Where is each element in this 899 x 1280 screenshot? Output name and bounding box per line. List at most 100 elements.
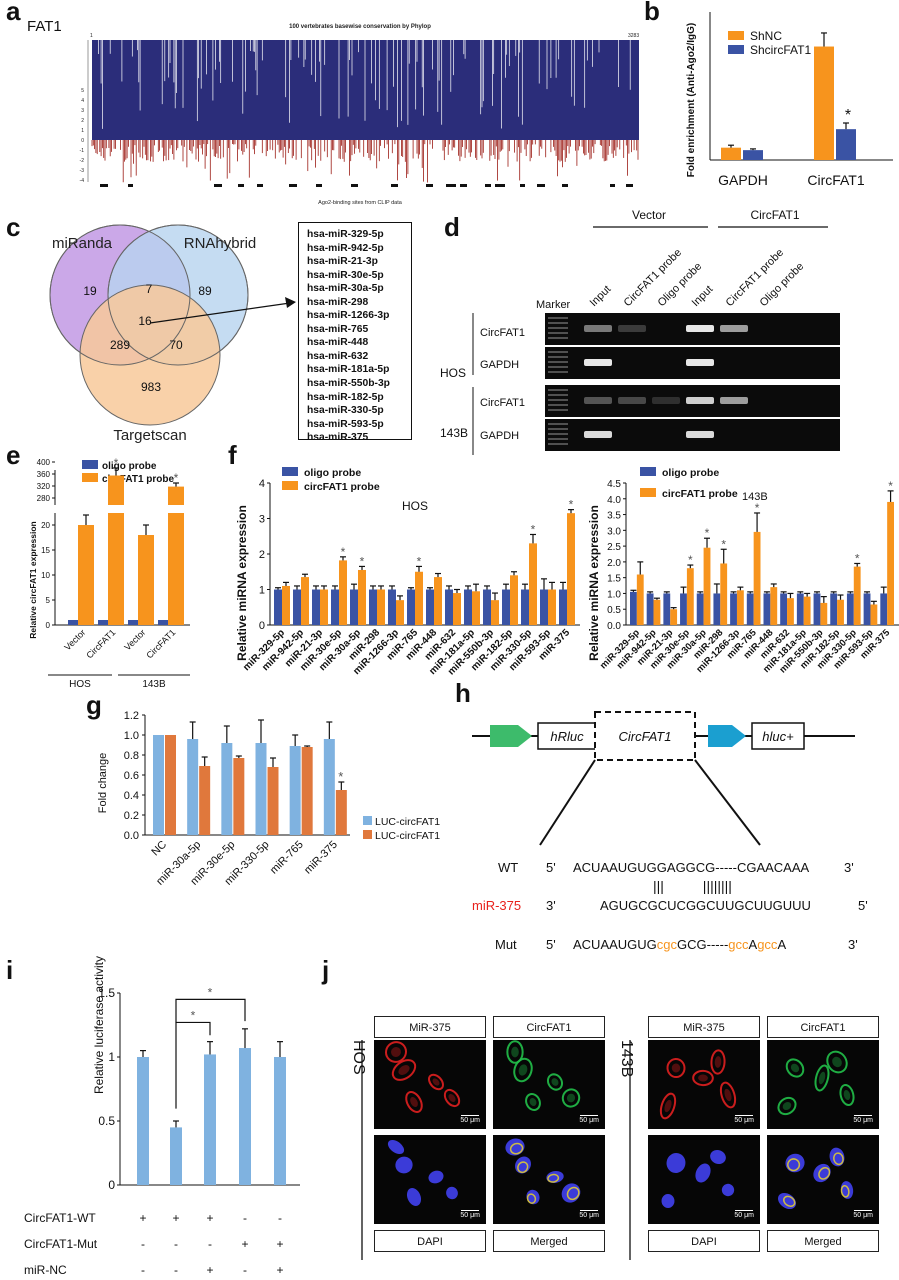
significance-star: * xyxy=(755,501,760,515)
j-label-hos: HOS xyxy=(350,1040,367,1075)
image-hos-merged: 50 μm xyxy=(493,1135,605,1224)
merged xyxy=(829,1147,845,1167)
chart-i: Relative luciferase activity 00.511.5** … xyxy=(24,956,300,1277)
gel-band xyxy=(584,325,612,332)
cell-red xyxy=(443,1088,461,1108)
marker-band xyxy=(548,317,568,319)
ytick-label: 1 xyxy=(259,585,265,597)
cell-green-fill xyxy=(782,1101,792,1111)
wt-sequence: ACUAAUGUGGAGGCG-----CGAACAAA xyxy=(573,860,810,875)
bar-wt xyxy=(233,758,245,835)
chart-b: Fold enrichment (Anti-Ago2/IgG) GAPDH Cir… xyxy=(686,12,893,188)
ytick-label: 1.0 xyxy=(124,730,139,742)
ytick-label: 0.5 xyxy=(607,605,621,616)
mut-seg: A xyxy=(777,937,786,952)
mirna-list-item: hsa-miR-765 xyxy=(307,323,369,335)
bar-wt xyxy=(199,766,211,835)
mut-3prime: 3' xyxy=(848,937,858,952)
significance-star: * xyxy=(208,985,213,999)
marker-band xyxy=(548,337,568,339)
bar-circprobe xyxy=(567,513,575,625)
bar-circprobe xyxy=(548,589,556,625)
legend-swatch-mut xyxy=(363,816,372,825)
count-rnahybrid-only: 89 xyxy=(198,284,212,298)
mirna-list-item: hsa-miR-1266-3p xyxy=(307,310,390,322)
marker-band xyxy=(548,438,568,440)
chart-b-ylabel: Fold enrichment (Anti-Ago2/IgG) xyxy=(686,23,697,177)
legend-circ-hos: circFAT1 probe xyxy=(304,481,380,493)
significance-star: * xyxy=(705,526,710,540)
bar-oligo xyxy=(350,589,358,625)
image-143b-circfat1: 50 μm xyxy=(767,1040,879,1129)
low-conservation-gaps xyxy=(98,40,631,129)
bar-oligo xyxy=(680,593,687,625)
track-title: 100 vertebrates basewise conservation by… xyxy=(289,24,431,30)
binding-site xyxy=(128,184,133,187)
mirna-list-item: hsa-miR-448 xyxy=(307,337,369,349)
merged xyxy=(505,1138,525,1156)
ytick-label: 320 xyxy=(37,482,51,491)
ytick-label: 0.5 xyxy=(98,1114,115,1128)
nucleus xyxy=(446,1186,458,1200)
sign: - xyxy=(278,1211,282,1225)
mirna-list-item: hsa-miR-593-5p xyxy=(307,418,384,430)
ytick-label: 4 xyxy=(81,98,84,104)
ytick-label: 0.8 xyxy=(124,750,139,762)
ytick-label: 0.6 xyxy=(124,770,139,782)
venn-targetscan xyxy=(79,284,221,426)
cell-red xyxy=(405,1091,423,1113)
nucleus xyxy=(721,1183,735,1197)
mut-seg: GCG----- xyxy=(677,937,728,952)
significance-star: * xyxy=(417,554,422,568)
bar-oligo xyxy=(813,593,821,625)
legend-wt: LUC-circFAT1 xyxy=(375,830,440,842)
ytick-label: 1 xyxy=(108,1050,115,1064)
mut-seg: ACUAAUGUG xyxy=(573,937,657,952)
bar-oligo xyxy=(796,593,804,625)
hluc-label: hluc+ xyxy=(762,729,794,744)
panel-label-b: b xyxy=(644,0,660,26)
binding-site xyxy=(351,184,358,187)
xtick-label: GAPDH xyxy=(718,172,768,188)
bar-circfat1-shnc xyxy=(814,46,834,160)
bar-circprobe xyxy=(803,596,811,625)
row-label-circfat1-hos: CircFAT1 xyxy=(480,327,525,339)
ytick-label: 0 xyxy=(108,1178,115,1192)
merged-overlay xyxy=(517,1161,529,1174)
cell-red xyxy=(719,1081,737,1109)
merged xyxy=(785,1153,805,1173)
ytick-label: 280 xyxy=(37,494,51,503)
binding-site xyxy=(520,184,525,187)
significance-star: * xyxy=(845,107,851,124)
marker-band xyxy=(548,443,568,445)
sign: - xyxy=(243,1263,247,1277)
panel-label-e: e xyxy=(6,440,21,470)
cell-hos: HOS xyxy=(440,366,466,380)
merged xyxy=(561,1183,581,1203)
yaxis-ticks: 5 4 3 2 1 0 -1 -2 -3 -4 xyxy=(80,40,89,184)
mir375-label: miR-375 xyxy=(472,898,521,913)
bar-circprobe xyxy=(453,593,461,625)
legend-circprobe: circFAT1 probe xyxy=(102,474,174,485)
gel-band xyxy=(686,397,714,404)
cell-green xyxy=(777,1096,797,1116)
legend-shnc: ShNC xyxy=(750,29,782,43)
circfat1-box xyxy=(594,711,696,761)
count-targetscan-only: 983 xyxy=(141,380,161,394)
binding-site xyxy=(562,184,568,187)
bar-mut xyxy=(323,739,335,835)
cell-green-fill xyxy=(843,1089,851,1101)
xtick-label: Vector xyxy=(122,627,147,652)
significance-star: * xyxy=(888,479,893,493)
mirna-list-item: hsa-miR-30e-5p xyxy=(307,269,384,281)
mut-seg-mutated: cgc xyxy=(657,937,678,952)
wt-5prime: 5' xyxy=(546,860,556,875)
panel-label-f: f xyxy=(228,440,237,470)
scale-bar-label: 50 μm xyxy=(853,1212,873,1219)
significance-star: * xyxy=(174,471,179,485)
xtick-label: CircFAT1 xyxy=(807,172,865,188)
mut-label: Mut xyxy=(495,937,517,952)
bar-circprobe xyxy=(510,575,518,625)
nucleus xyxy=(406,1188,422,1206)
ytick-label: 0 xyxy=(81,138,84,144)
